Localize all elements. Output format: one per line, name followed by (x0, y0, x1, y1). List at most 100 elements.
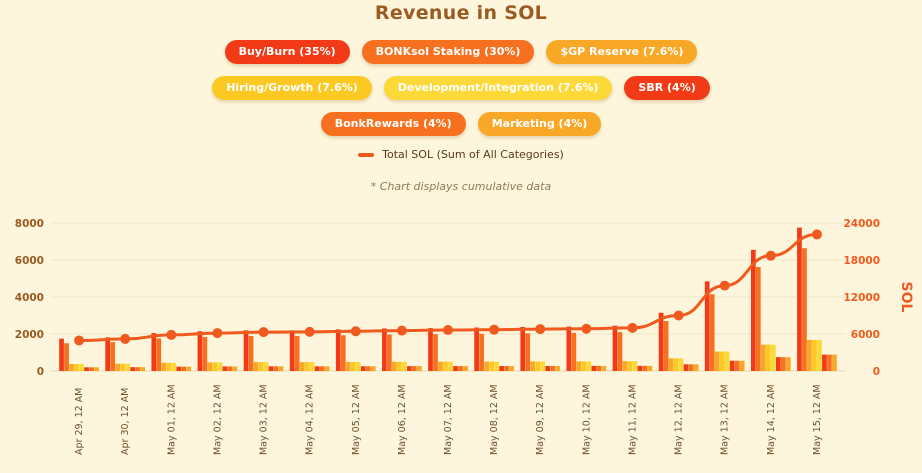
bar (407, 366, 412, 371)
total-point (443, 324, 453, 335)
bar (263, 362, 269, 371)
bar (94, 367, 99, 371)
bar (612, 325, 618, 371)
bar (802, 248, 807, 371)
bar (392, 361, 397, 371)
bar (365, 366, 371, 371)
total-point (74, 335, 85, 346)
bar (827, 354, 832, 371)
bar (268, 366, 274, 371)
legend-item[interactable]: Marketing (4%) (477, 112, 602, 136)
bar (535, 361, 541, 371)
bar (69, 363, 74, 371)
bar (212, 362, 218, 371)
y-tick-left: 2000 (15, 329, 44, 341)
total-point (811, 229, 822, 240)
x-tick-label: May 08, 12 AM (489, 384, 500, 455)
bar (222, 366, 228, 371)
bar (797, 227, 802, 371)
bar (586, 361, 592, 371)
bar (479, 333, 484, 371)
bar (591, 365, 597, 371)
total-point (350, 326, 361, 337)
x-tick-label: May 07, 12 AM (443, 384, 454, 455)
bar (207, 362, 213, 371)
bar (243, 330, 249, 371)
bar (673, 358, 679, 371)
legend-row: Hiring/Growth (7.6%) Development/Integrat… (0, 76, 922, 100)
x-tick-label: May 01, 12 AM (166, 384, 177, 455)
bar (750, 249, 756, 371)
bar (484, 361, 489, 371)
bar (360, 366, 366, 371)
bar (760, 344, 766, 371)
x-tick-label: May 13, 12 AM (720, 384, 731, 455)
legend-item[interactable]: Development/Integration (7.6%) (383, 76, 613, 100)
bar (601, 365, 607, 371)
bar (617, 332, 623, 371)
bar (622, 361, 628, 371)
bar (474, 327, 479, 371)
bar (683, 364, 689, 371)
bar (770, 344, 776, 371)
x-tick-label: May 10, 12 AM (581, 384, 592, 455)
legend-item[interactable]: BONKsol Staking (30%) (361, 40, 535, 64)
bar (693, 364, 699, 371)
bar (453, 366, 458, 371)
bar (130, 367, 136, 371)
bar (156, 338, 162, 371)
y-tick-left: 8000 (15, 218, 44, 230)
legend-item[interactable]: SBR (4%) (624, 76, 710, 100)
bar (780, 357, 786, 371)
bar (258, 362, 264, 371)
bar (309, 362, 315, 371)
bar (704, 281, 710, 371)
bar (161, 362, 167, 371)
y-tick-right: 0 (873, 366, 880, 378)
bar (581, 361, 587, 371)
bar (540, 361, 546, 371)
bar (739, 360, 745, 371)
x-tick-label: May 09, 12 AM (535, 384, 546, 455)
bar (74, 363, 79, 371)
bar (647, 365, 653, 371)
bar (555, 365, 561, 371)
total-legend[interactable]: Total SOL (Sum of All Categories) (0, 148, 922, 161)
bar (345, 361, 351, 371)
total-point (166, 329, 177, 340)
bar (324, 366, 330, 371)
bar (627, 361, 633, 371)
bar (227, 366, 233, 371)
bar (89, 367, 94, 371)
total-point (765, 250, 776, 261)
legend-item[interactable]: Buy/Burn (35%) (224, 40, 350, 64)
bar (135, 367, 141, 371)
bar (668, 358, 674, 371)
bar (294, 336, 300, 371)
bar (355, 361, 361, 371)
bar (509, 366, 514, 371)
total-point (304, 326, 315, 337)
x-tick-label: Apr 29, 12 AM (74, 388, 85, 455)
bar (59, 338, 64, 371)
legend-item[interactable]: Hiring/Growth (7.6%) (212, 76, 372, 100)
legend-item[interactable]: BonkRewards (4%) (320, 112, 466, 136)
y-tick-left: 0 (37, 366, 44, 378)
bar (202, 336, 208, 371)
bar (530, 361, 536, 371)
bar (248, 336, 254, 371)
bar (688, 364, 694, 371)
bar (489, 361, 494, 371)
x-tick-label: May 14, 12 AM (766, 384, 777, 455)
bar (709, 294, 715, 371)
bar (755, 267, 761, 371)
total-point (627, 322, 638, 333)
total-point (258, 327, 269, 338)
bar (576, 361, 582, 371)
bar (340, 335, 346, 371)
bar (197, 331, 203, 371)
bar (545, 365, 551, 371)
bar (822, 354, 827, 371)
bar (812, 339, 817, 371)
legend-item[interactable]: $GP Reserve (7.6%) (546, 40, 698, 64)
